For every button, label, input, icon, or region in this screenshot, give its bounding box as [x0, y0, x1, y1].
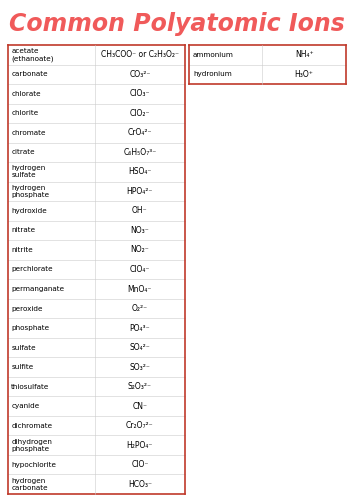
- Bar: [8, 436, 185, 455]
- Text: perchlorate: perchlorate: [11, 266, 53, 272]
- Text: HCO₃⁻: HCO₃⁻: [128, 480, 152, 488]
- Text: H₂PO₄⁻: H₂PO₄⁻: [127, 440, 153, 450]
- Bar: [8, 201, 185, 220]
- Text: PO₄³⁻: PO₄³⁻: [130, 324, 150, 332]
- Text: OH⁻: OH⁻: [132, 206, 148, 216]
- Text: ammonium: ammonium: [193, 52, 234, 58]
- Text: chlorate: chlorate: [11, 91, 41, 97]
- Bar: [8, 64, 185, 84]
- Text: nitrate: nitrate: [11, 228, 35, 234]
- Text: O₂²⁻: O₂²⁻: [132, 304, 148, 313]
- Text: C₆H₅O₇³⁻: C₆H₅O₇³⁻: [123, 148, 156, 157]
- Text: NO₂⁻: NO₂⁻: [131, 246, 149, 254]
- Bar: [8, 455, 185, 474]
- Text: hydrogen
sulfate: hydrogen sulfate: [11, 166, 46, 178]
- Text: carbonate: carbonate: [11, 72, 48, 78]
- Text: nitrite: nitrite: [11, 247, 33, 253]
- Text: H₃O⁺: H₃O⁺: [295, 70, 314, 79]
- Text: NO₃⁻: NO₃⁻: [131, 226, 149, 235]
- Bar: [8, 162, 185, 182]
- Text: HPO₄²⁻: HPO₄²⁻: [127, 187, 153, 196]
- Text: peroxide: peroxide: [11, 306, 43, 312]
- Text: acetate
(ethanoate): acetate (ethanoate): [11, 48, 54, 62]
- Text: hypochlorite: hypochlorite: [11, 462, 56, 468]
- Text: chlorite: chlorite: [11, 110, 39, 116]
- Text: Common Polyatomic Ions: Common Polyatomic Ions: [9, 12, 345, 36]
- Bar: [189, 45, 346, 64]
- Text: hydroxide: hydroxide: [11, 208, 47, 214]
- Text: ClO₂⁻: ClO₂⁻: [130, 109, 150, 118]
- Text: chromate: chromate: [11, 130, 46, 136]
- Bar: [8, 142, 185, 162]
- Bar: [8, 182, 185, 201]
- Bar: [8, 318, 185, 338]
- Text: phosphate: phosphate: [11, 325, 50, 331]
- Bar: [8, 240, 185, 260]
- Bar: [8, 358, 185, 377]
- Text: CH₃COO⁻ or C₂H₃O₂⁻: CH₃COO⁻ or C₂H₃O₂⁻: [101, 50, 179, 59]
- Bar: [8, 396, 185, 416]
- Bar: [8, 260, 185, 280]
- Text: SO₃²⁻: SO₃²⁻: [130, 362, 150, 372]
- Bar: [8, 377, 185, 396]
- Text: permanganate: permanganate: [11, 286, 64, 292]
- Text: sulfate: sulfate: [11, 344, 36, 350]
- Text: MnO₄⁻: MnO₄⁻: [128, 284, 152, 294]
- Text: dichromate: dichromate: [11, 422, 52, 428]
- Bar: [8, 416, 185, 436]
- Bar: [8, 104, 185, 123]
- Text: ClO₄⁻: ClO₄⁻: [130, 265, 150, 274]
- Text: hydrogen
phosphate: hydrogen phosphate: [11, 185, 50, 198]
- Text: CN⁻: CN⁻: [132, 402, 147, 410]
- Bar: [8, 338, 185, 357]
- Text: hydronium: hydronium: [193, 72, 232, 78]
- Text: S₂O₃²⁻: S₂O₃²⁻: [128, 382, 152, 391]
- Text: CrO₄²⁻: CrO₄²⁻: [127, 128, 152, 138]
- Text: thiosulfate: thiosulfate: [11, 384, 50, 390]
- Bar: [8, 84, 185, 103]
- Text: SO₄²⁻: SO₄²⁻: [130, 343, 150, 352]
- Text: sulfite: sulfite: [11, 364, 34, 370]
- Bar: [8, 299, 185, 318]
- Text: ClO₃⁻: ClO₃⁻: [130, 90, 150, 98]
- Text: hydrogen
carbonate: hydrogen carbonate: [11, 478, 48, 490]
- Text: dihydrogen
phosphate: dihydrogen phosphate: [11, 438, 52, 452]
- Bar: [8, 474, 185, 494]
- Bar: [8, 123, 185, 142]
- Bar: [189, 64, 346, 84]
- Bar: [8, 220, 185, 240]
- Bar: [8, 280, 185, 299]
- Text: ClO⁻: ClO⁻: [131, 460, 149, 469]
- Text: cyanide: cyanide: [11, 403, 40, 409]
- Text: NH₄⁺: NH₄⁺: [295, 50, 313, 59]
- Bar: [8, 45, 185, 64]
- Text: Cr₂O₇²⁻: Cr₂O₇²⁻: [126, 421, 154, 430]
- Text: citrate: citrate: [11, 150, 35, 156]
- Text: CO₃²⁻: CO₃²⁻: [129, 70, 150, 79]
- Text: HSO₄⁻: HSO₄⁻: [128, 168, 152, 176]
